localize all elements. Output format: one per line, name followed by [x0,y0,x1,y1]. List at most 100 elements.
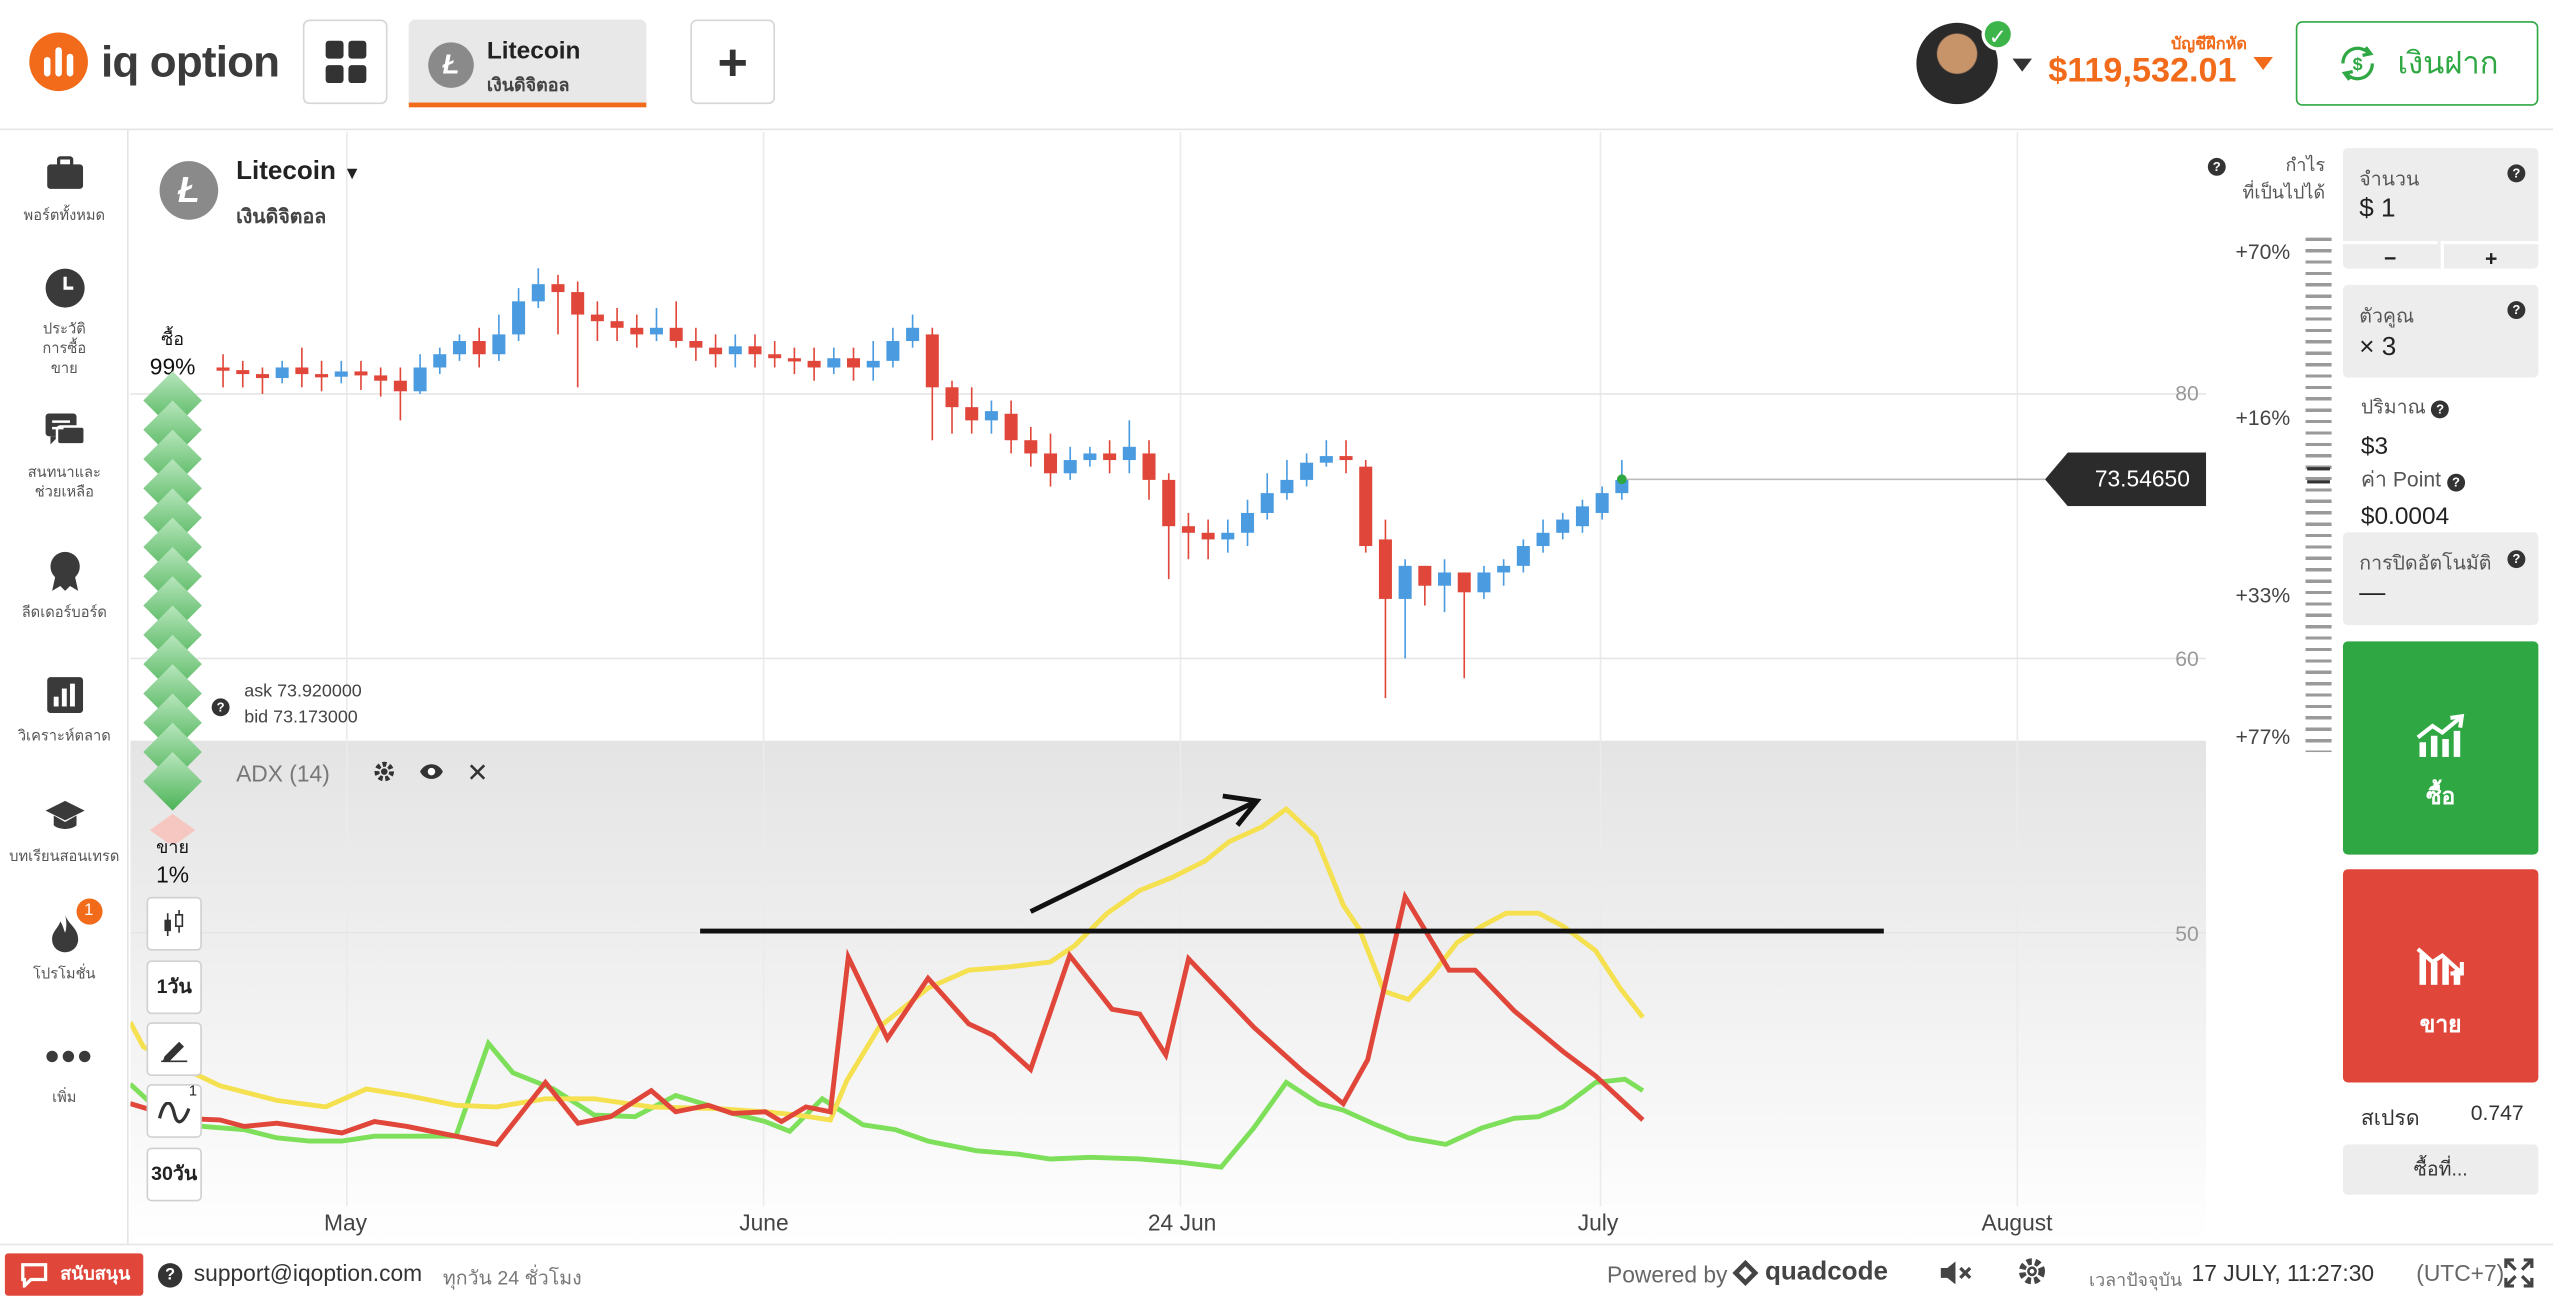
sidebar-item-more[interactable]: เพิ่ม [0,1035,129,1107]
profit-scale-handle[interactable] [2307,467,2330,484]
candle [551,284,565,293]
eye-icon[interactable] [418,760,444,786]
profit-scale-title: กำไร ที่เป็นไปได้ [2242,156,2326,204]
sell-button[interactable]: ขาย [2342,869,2539,1083]
amount-field[interactable]: จำนวน ? $ 1 − + [2342,148,2539,270]
account-balance[interactable]: $119,532.01 [2048,52,2237,90]
help-icon[interactable]: ? [2431,400,2450,419]
timeframe-button[interactable]: 1วัน [146,960,202,1015]
help-icon[interactable]: ? [2207,157,2226,176]
sidebar-item-label: ประวัติ การซื้อขาย [42,320,87,377]
y-tick-label: 60 [2175,646,2199,671]
candle [1536,532,1550,547]
balance-chevron-down-icon[interactable] [2253,56,2273,70]
multiplier-field[interactable]: ตัวคูณ ? × 3 [2342,284,2539,378]
candle [1162,479,1176,527]
amount-plus-button[interactable]: + [2440,240,2539,270]
current-price-dot [1616,474,1627,485]
candle [945,387,959,408]
sidebar-item-tutorials[interactable]: บทเรียนสอนเทรด [0,794,129,866]
support-button[interactable]: สนับสนุน [4,1253,144,1296]
auto-close-field[interactable]: การปิดอัตโนมัติ ? — [2342,532,2539,626]
candle [393,380,407,392]
sidebar-item-promotions[interactable]: 1 โปรโมชั่น [0,898,129,984]
price-chart[interactable] [130,131,2207,1244]
profit-level: +33% [2235,582,2291,608]
candle [413,367,427,392]
chart-canvas[interactable] [130,131,2207,1244]
account-type-label[interactable]: บัญชีฝึกหัด [2170,35,2247,54]
candle [472,341,486,355]
candle [925,334,939,388]
sidebar-item-leaderboard[interactable]: ลีดเดอร์บอร์ด [0,550,129,622]
candle [1201,532,1215,540]
fullscreen-icon[interactable] [2504,1258,2534,1292]
candle [709,347,723,355]
support-email[interactable]: support@iqoption.com [193,1259,423,1286]
candle [1418,565,1432,586]
chat-bubble-icon [21,1263,48,1288]
indicator-tick-label: 50 [2175,921,2199,946]
multiplier-label: ตัวคูณ [2359,304,2415,328]
sidebar-item-portfolio[interactable]: พอร์ตทั้งหมด [0,153,129,225]
award-icon [43,550,85,592]
range-button[interactable]: 30วัน [146,1147,202,1202]
candle [827,358,841,368]
candle [374,375,388,381]
buy-at-button[interactable]: ซื้อที่... [2342,1144,2539,1195]
drawing-tool-button[interactable] [146,1022,202,1076]
amount-minus-button[interactable]: − [2342,240,2438,270]
settings-gear-icon[interactable] [372,759,395,787]
amount-value[interactable]: $ 1 [2359,195,2396,224]
candle [984,411,998,421]
multiplier-value[interactable]: × 3 [2359,333,2397,362]
candle [1398,565,1412,599]
sidebar-item-chat[interactable]: สนทนาและ ช่วยเหลือ [0,410,129,501]
point-value: $0.0004 [2360,502,2450,531]
help-circle-icon[interactable]: ? [157,1258,183,1288]
candle [1575,506,1589,527]
pencil-icon [161,1041,188,1063]
profit-scale-ticks[interactable] [2305,237,2332,753]
sidebar-item-market-analysis[interactable]: วิเคราะห์ตลาด [0,674,129,746]
brand-name: iq option [100,36,280,86]
profile-chevron-down-icon[interactable] [2012,58,2032,72]
candle [1595,493,1609,513]
sidebar-item-label: โปรโมชั่น [33,965,96,982]
buy-button[interactable]: ซื้อ [2342,641,2539,855]
iq-option-logo[interactable]: iq option [29,32,280,92]
asset-grid-button[interactable] [302,19,388,105]
help-icon[interactable]: ? [2507,164,2526,183]
amount-stepper: − + [2342,240,2539,270]
mute-icon[interactable] [1939,1258,1972,1292]
candle [1280,479,1294,494]
trend-down-icon [2416,947,2464,985]
sidebar-item-history[interactable]: ประวัติ การซื้อขาย [0,267,129,378]
volume-info: ปริมาณ ? $3 [2361,392,2450,461]
candle [1004,413,1018,441]
add-asset-button[interactable]: + [690,19,776,105]
settings-gear-icon[interactable] [2017,1257,2046,1291]
chart-asset-name[interactable]: Litecoin ▼ [236,157,361,186]
buy-button-label: ซื้อ [2426,782,2456,810]
deposit-button[interactable]: $ เงินฝาก [2295,21,2539,106]
help-icon[interactable]: ? [2507,550,2526,569]
candle [590,314,604,322]
help-icon[interactable]: ? [2507,301,2526,320]
candle [1516,546,1530,566]
candle [1497,565,1511,573]
sell-sentiment: ขาย 1% [143,832,202,887]
candle [630,327,644,335]
indicators-button[interactable]: 1 [146,1082,202,1138]
quadcode-logo[interactable]: quadcode [1732,1258,1888,1287]
tab-litecoin[interactable]: Ł Litecoin เงินดิจิตอล [408,19,647,108]
candle [886,341,900,361]
chart-type-button[interactable] [146,896,202,951]
help-icon[interactable]: ? [2446,473,2465,492]
close-icon[interactable]: ✕ [466,760,489,788]
ask-price: ask 73.920000 [244,682,362,702]
candle [1339,456,1353,461]
help-icon[interactable]: ? [211,698,230,717]
candle [334,371,348,377]
candle [748,346,762,355]
